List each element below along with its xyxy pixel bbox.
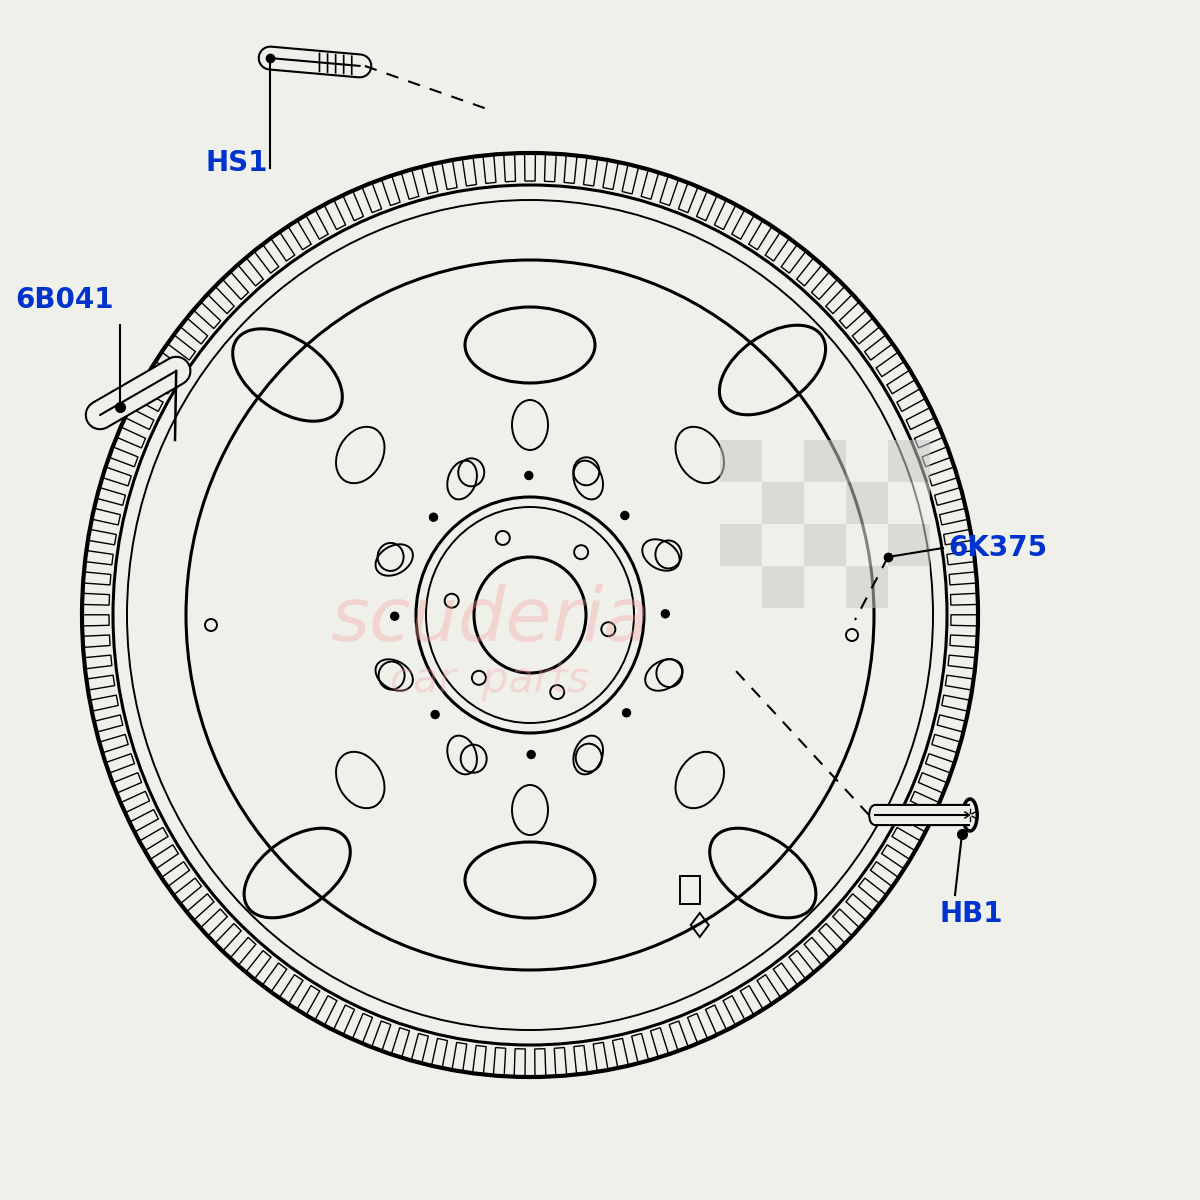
Bar (846, 566, 888, 608)
Bar (804, 482, 846, 524)
Bar (888, 482, 930, 524)
Bar (762, 524, 804, 566)
Bar (762, 482, 804, 524)
Text: HS1: HS1 (205, 149, 268, 176)
Circle shape (661, 610, 670, 618)
Circle shape (623, 709, 630, 716)
Bar (720, 440, 762, 482)
Text: HB1: HB1 (940, 900, 1003, 928)
Bar (762, 440, 804, 482)
Bar (804, 524, 846, 566)
Bar (804, 566, 846, 608)
Bar (888, 566, 930, 608)
Circle shape (430, 514, 438, 521)
Bar (804, 440, 846, 482)
Circle shape (524, 472, 533, 480)
Text: car  parts: car parts (390, 659, 589, 701)
Bar (720, 566, 762, 608)
Bar (680, 876, 700, 904)
Circle shape (527, 750, 535, 758)
Text: scuderia: scuderia (330, 584, 649, 656)
Circle shape (620, 511, 629, 520)
Bar (888, 524, 930, 566)
Bar (720, 524, 762, 566)
Bar (846, 482, 888, 524)
Text: 6K375: 6K375 (948, 534, 1048, 562)
Bar (720, 482, 762, 524)
Bar (888, 440, 930, 482)
Bar (762, 566, 804, 608)
Bar (846, 440, 888, 482)
Circle shape (431, 710, 439, 719)
Bar (846, 524, 888, 566)
Text: 6B041: 6B041 (14, 286, 114, 314)
Circle shape (391, 612, 398, 620)
